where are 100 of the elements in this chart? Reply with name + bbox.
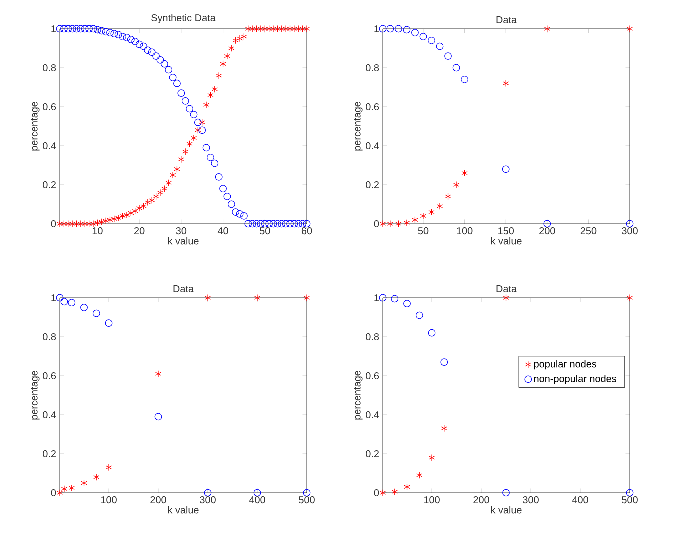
point xyxy=(416,312,424,320)
point xyxy=(452,64,460,72)
point xyxy=(106,464,112,472)
y-tick-label: 0 xyxy=(374,220,380,228)
x-tick-label: 50 xyxy=(418,228,429,235)
x-tick-label: 400 xyxy=(572,496,588,504)
point xyxy=(114,31,122,39)
y-tick-label: 0.4 xyxy=(366,411,380,419)
y-tick-label: 0.8 xyxy=(366,333,380,341)
point xyxy=(94,474,100,481)
y-tick-label: 0.2 xyxy=(43,181,56,189)
point xyxy=(303,220,311,228)
point xyxy=(149,197,156,204)
point xyxy=(416,472,423,479)
point xyxy=(182,97,190,105)
point xyxy=(207,154,214,162)
point xyxy=(420,33,428,40)
point xyxy=(105,320,113,328)
point xyxy=(453,182,460,188)
point xyxy=(78,220,84,228)
point xyxy=(178,90,186,98)
point xyxy=(144,46,152,54)
x-axis-title: k value xyxy=(168,506,199,514)
point xyxy=(379,25,387,33)
chart-title: Data xyxy=(174,286,194,292)
point xyxy=(391,295,399,303)
point xyxy=(274,26,281,32)
point xyxy=(92,310,100,318)
point xyxy=(240,212,248,220)
point xyxy=(304,26,310,32)
point xyxy=(254,26,260,32)
point xyxy=(140,202,147,210)
y-tick-label: 0.2 xyxy=(366,181,379,189)
chart-title: Synthetic Data xyxy=(152,14,216,24)
point xyxy=(436,202,444,210)
point xyxy=(544,220,552,228)
point xyxy=(392,488,398,496)
y-tick-label: 1 xyxy=(374,26,380,32)
point xyxy=(157,189,164,196)
point xyxy=(123,34,131,42)
point xyxy=(152,52,160,60)
point xyxy=(102,28,110,36)
point xyxy=(190,111,198,118)
point xyxy=(262,26,268,32)
y-tick-label: 0.2 xyxy=(43,450,56,458)
y-tick-label: 0.8 xyxy=(366,64,380,72)
point xyxy=(412,29,419,37)
point xyxy=(81,480,88,487)
y-tick-label: 0.4 xyxy=(43,411,56,419)
point xyxy=(290,220,298,228)
point xyxy=(60,298,68,306)
point xyxy=(278,26,285,32)
point xyxy=(156,56,164,64)
point xyxy=(428,208,435,216)
point xyxy=(248,220,256,228)
point xyxy=(81,25,89,33)
point xyxy=(258,26,264,32)
point xyxy=(106,29,114,37)
y-tick-label: 0.4 xyxy=(366,142,380,150)
point xyxy=(244,220,252,228)
point xyxy=(144,199,151,206)
point xyxy=(186,140,193,148)
point xyxy=(461,76,468,84)
point xyxy=(220,185,227,193)
point xyxy=(203,102,210,109)
y-tick-label: 0 xyxy=(374,489,380,497)
point xyxy=(428,329,436,337)
x-tick-label: 300 xyxy=(200,496,216,504)
point xyxy=(436,42,444,50)
point xyxy=(441,425,448,432)
x-tick-label: 300 xyxy=(523,496,539,504)
point xyxy=(128,210,134,217)
point xyxy=(299,220,307,228)
x-tick-label: 500 xyxy=(622,496,638,504)
point xyxy=(140,42,148,50)
point xyxy=(90,25,98,33)
y-axis-title: percentage xyxy=(354,371,363,420)
point xyxy=(303,489,311,497)
point xyxy=(174,166,180,173)
chart-title: Data xyxy=(496,16,518,24)
point xyxy=(65,220,72,228)
point xyxy=(274,220,282,228)
y-tick-label: 0.2 xyxy=(366,450,379,458)
point xyxy=(82,220,88,228)
point xyxy=(169,74,177,82)
x-axis-title: k value xyxy=(491,506,522,514)
point xyxy=(420,212,427,220)
point xyxy=(253,220,260,228)
point xyxy=(236,210,244,218)
point xyxy=(86,25,93,33)
x-tick-label: 100 xyxy=(457,228,473,235)
y-tick-label: 0.8 xyxy=(43,64,56,72)
point xyxy=(77,25,85,33)
point xyxy=(119,33,126,40)
x-tick-label: 100 xyxy=(424,496,440,504)
point xyxy=(266,26,272,32)
y-tick-label: 0.6 xyxy=(43,103,56,111)
point xyxy=(98,27,106,35)
point xyxy=(283,26,290,32)
point xyxy=(502,489,510,497)
